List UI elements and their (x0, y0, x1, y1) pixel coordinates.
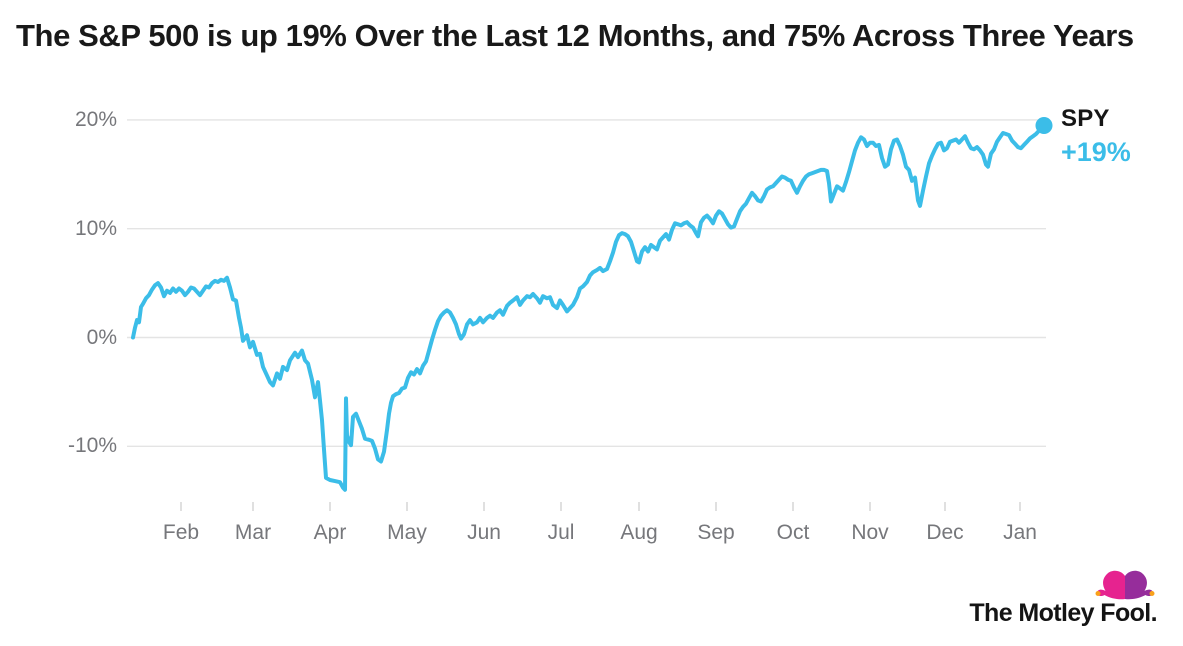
x-axis-label: Sep (697, 521, 735, 544)
y-axis-label: 10% (74, 216, 117, 240)
jester-hat-icon (1095, 570, 1155, 600)
hat-ball-right (1149, 591, 1155, 596)
logo-wordmark: The Motley Fool. (969, 599, 1157, 627)
series-ticker-label: SPY (1061, 105, 1110, 132)
y-axis-label: 20% (74, 107, 117, 131)
x-axis-label: Aug (620, 521, 658, 544)
y-axis-label: -10% (67, 434, 117, 458)
y-axis-label: 0% (86, 325, 117, 349)
spy-line-series (131, 125, 1044, 492)
x-axis-label: Apr (313, 521, 347, 544)
x-axis-label: Mar (234, 521, 272, 544)
chart-title: The S&P 500 is up 19% Over the Last 12 M… (16, 18, 1134, 53)
hat-ball-left (1095, 591, 1101, 596)
motley-fool-logo: The Motley Fool. (897, 570, 1158, 632)
x-axis-label: Dec (926, 521, 964, 544)
hat-left-horn (1097, 570, 1125, 600)
series-end-dot (1035, 117, 1053, 135)
x-axis-label: May (387, 521, 427, 544)
hat-right-horn (1125, 570, 1153, 600)
x-axis-label: Jan (1003, 521, 1037, 544)
x-axis-label: Jul (547, 521, 575, 544)
x-axis-label: Feb (162, 521, 200, 544)
x-axis-label: Jun (467, 521, 501, 544)
series-return-label: +19% (1061, 137, 1131, 167)
x-axis-label: Oct (776, 521, 810, 544)
series-label: SPY +19% (1061, 107, 1131, 166)
x-axis-label: Nov (851, 521, 889, 544)
